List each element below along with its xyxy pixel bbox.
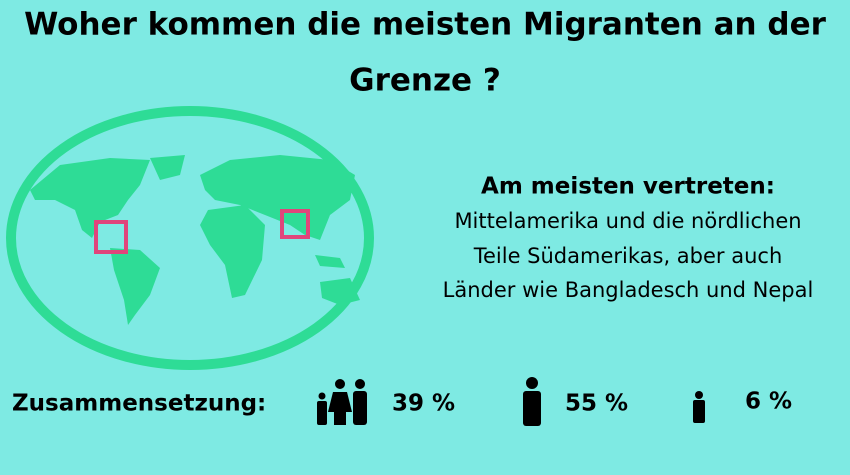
composition-label: Zusammensetzung: — [12, 391, 266, 417]
info-line: Länder wie Bangladesch und Nepal — [443, 278, 814, 302]
composition-value: 6 % — [745, 389, 792, 415]
man-icon — [523, 377, 541, 426]
world-map — [6, 106, 374, 370]
info-line: Teile Südamerikas, aber auch — [473, 244, 783, 268]
title-line: Woher kommen die meisten Migranten an de… — [24, 7, 827, 43]
info-heading: Am meisten vertreten: — [481, 174, 775, 200]
family-icon — [317, 379, 367, 425]
composition-value: 55 % — [565, 391, 628, 417]
composition-value: 39 % — [392, 391, 455, 417]
child-icon — [693, 391, 705, 423]
info-line: Mittelamerika und die nördlichen — [454, 209, 801, 233]
title-line: Grenze ? — [349, 63, 501, 99]
